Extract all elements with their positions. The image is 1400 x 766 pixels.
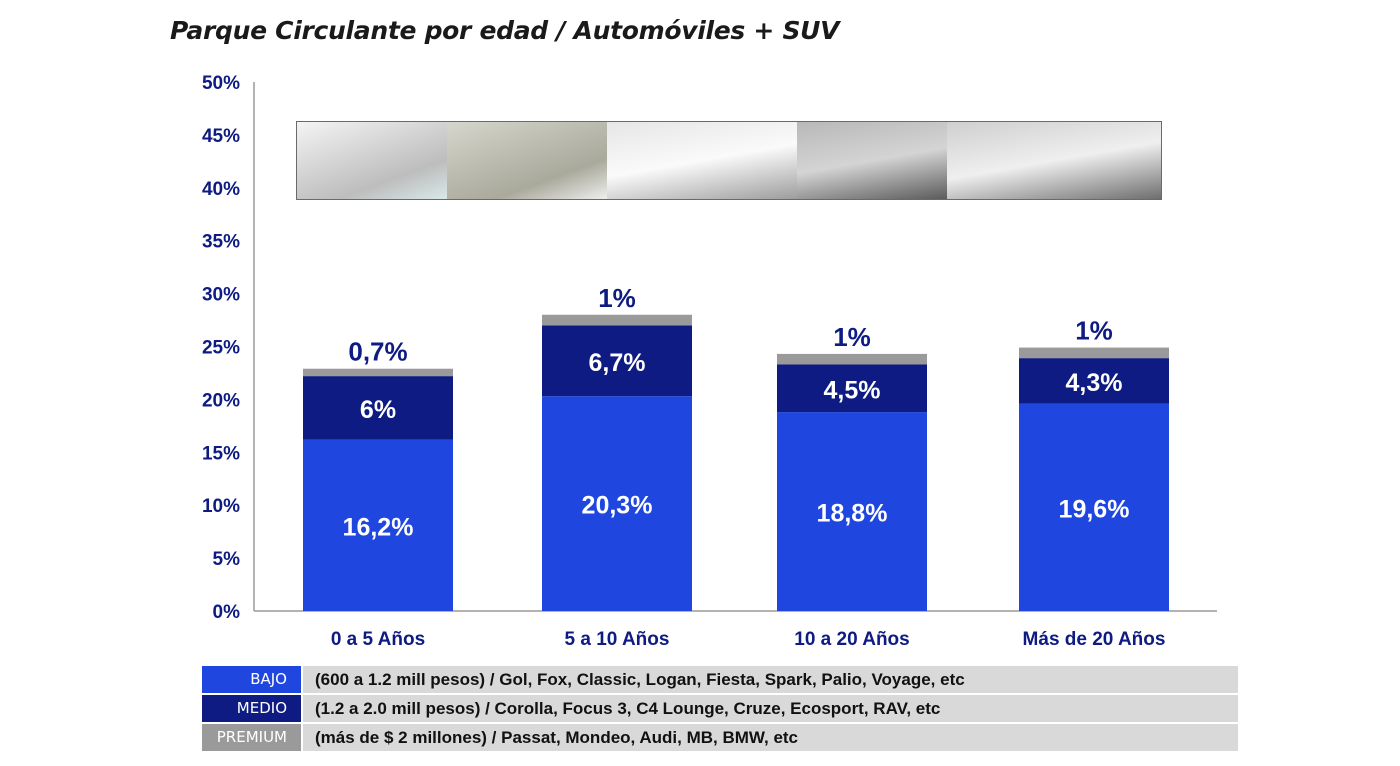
y-tick-label: 25% xyxy=(202,338,240,359)
y-tick-label: 40% xyxy=(202,179,240,200)
legend-key-premium: PREMIUM xyxy=(202,724,301,751)
data-label-premium: 1% xyxy=(1075,316,1113,346)
y-tick-label: 50% xyxy=(202,73,240,94)
legend-row-bajo: BAJO (600 a 1.2 mill pesos) / Gol, Fox, … xyxy=(202,666,1238,693)
data-label-medio: 4,3% xyxy=(1066,369,1123,397)
legend-desc-medio: (1.2 a 2.0 mill pesos) / Corolla, Focus … xyxy=(303,695,1238,722)
y-tick-label: 45% xyxy=(202,126,240,147)
bar-segment-medio xyxy=(1019,358,1169,404)
car-photo xyxy=(607,122,798,199)
x-category-label: 10 a 20 Años xyxy=(794,629,909,650)
car-photo xyxy=(947,122,1161,199)
y-tick-label: 30% xyxy=(202,285,240,306)
y-tick-label: 15% xyxy=(202,443,240,464)
legend-row-medio: MEDIO (1.2 a 2.0 mill pesos) / Corolla, … xyxy=(202,695,1238,722)
car-photo xyxy=(797,122,948,199)
y-tick-label: 10% xyxy=(202,496,240,517)
bar-segment-medio xyxy=(777,364,927,413)
data-label-medio: 6,7% xyxy=(589,349,646,377)
legend-desc-bajo: (600 a 1.2 mill pesos) / Gol, Fox, Class… xyxy=(303,666,1238,693)
bar-segment-bajo xyxy=(542,396,692,611)
data-label-medio: 4,5% xyxy=(824,376,881,404)
x-category-label: Más de 20 Años xyxy=(1023,629,1166,650)
legend-desc-premium: (más de $ 2 millones) / Passat, Mondeo, … xyxy=(303,724,1238,751)
bar-segment-premium xyxy=(777,353,927,365)
y-tick-label: 20% xyxy=(202,390,240,411)
bar-segment-premium xyxy=(1019,347,1169,359)
bar-segment-premium xyxy=(303,368,453,377)
stacked-bar-chart: 0% 5% 10% 15% 20% 25% 30% 35% 40% 45% 50% 16,2% 6% 0,… xyxy=(202,73,1217,650)
car-photo xyxy=(297,122,448,199)
car-photos-banner xyxy=(296,121,1162,200)
data-label-bajo: 18,8% xyxy=(817,500,888,528)
legend-key-bajo: BAJO xyxy=(202,666,301,693)
legend-row-premium: PREMIUM (más de $ 2 millones) / Passat, … xyxy=(202,724,1238,751)
legend-key-medio: MEDIO xyxy=(202,695,301,722)
x-category-label: 5 a 10 Años xyxy=(565,629,670,650)
bar-segment-medio xyxy=(303,376,453,440)
bar-segment-bajo xyxy=(303,439,453,611)
data-label-premium: 1% xyxy=(833,322,871,352)
y-tick-label: 35% xyxy=(202,232,240,253)
data-label-premium: 0,7% xyxy=(348,337,407,367)
y-tick-label: 0% xyxy=(213,602,241,623)
data-label-bajo: 20,3% xyxy=(582,492,653,520)
bar-segment-bajo xyxy=(777,412,927,611)
bar-segment-bajo xyxy=(1019,403,1169,611)
bar-segment-premium xyxy=(542,314,692,326)
bar-segment-medio xyxy=(542,325,692,397)
data-label-premium: 1% xyxy=(598,283,636,313)
y-tick-label: 5% xyxy=(213,549,241,570)
x-category-label: 0 a 5 Años xyxy=(331,629,425,650)
data-label-bajo: 19,6% xyxy=(1059,495,1130,523)
data-label-medio: 6% xyxy=(360,396,396,424)
data-label-bajo: 16,2% xyxy=(343,513,414,541)
chart-title: Parque Circulante por edad / Automóviles… xyxy=(170,16,840,45)
